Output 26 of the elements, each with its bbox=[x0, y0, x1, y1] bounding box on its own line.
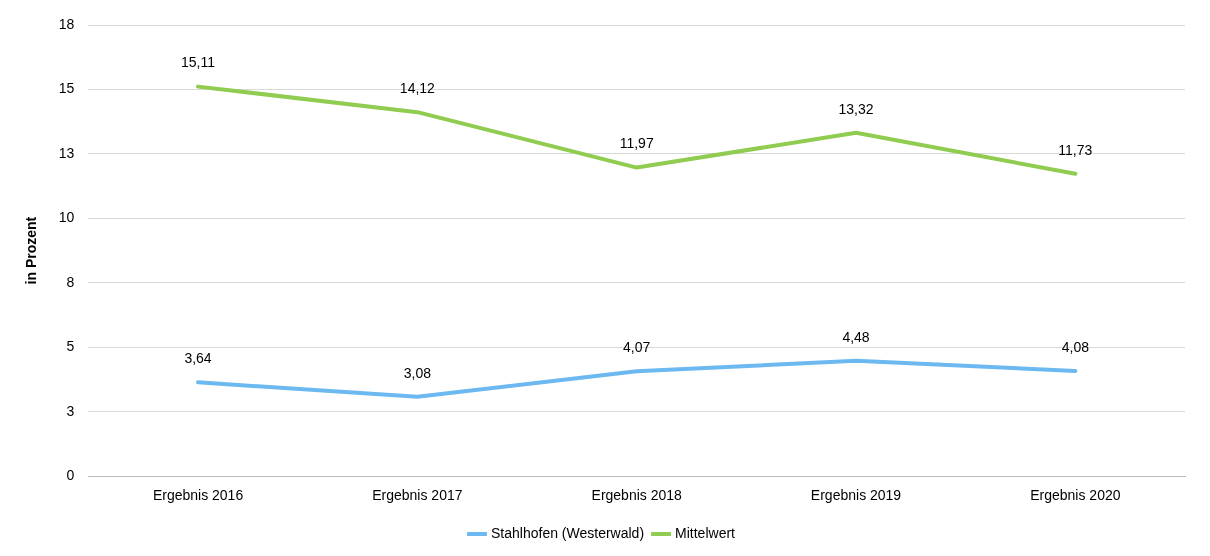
x-tick-label: Ergebnis 2017 bbox=[372, 487, 463, 504]
y-tick-label: 13 bbox=[58, 144, 75, 161]
legend-label: Stahlhofen (Westerwald) bbox=[491, 524, 645, 541]
y-tick-label: 5 bbox=[66, 338, 75, 355]
data-label: 15,11 bbox=[181, 54, 216, 71]
y-tick-label: 0 bbox=[66, 467, 75, 484]
x-tick-label: Ergebnis 2020 bbox=[1030, 487, 1121, 504]
y-tick-label: 8 bbox=[66, 273, 75, 290]
data-label: 4,07 bbox=[623, 339, 651, 356]
data-label: 4,48 bbox=[842, 328, 870, 345]
x-tick-label: Ergebnis 2016 bbox=[152, 487, 244, 504]
data-label: 11,97 bbox=[619, 135, 654, 152]
y-tick-label: 15 bbox=[58, 80, 75, 97]
data-label: 11,73 bbox=[1058, 141, 1093, 158]
x-tick-label: Ergebnis 2019 bbox=[810, 487, 902, 504]
data-label: 3,64 bbox=[184, 350, 212, 367]
y-tick-label: 10 bbox=[58, 209, 75, 226]
y-tick-label: 18 bbox=[58, 15, 75, 32]
y-axis-title: in Prozent bbox=[23, 216, 40, 285]
data-label: 14,12 bbox=[399, 80, 436, 97]
data-label: 13,32 bbox=[838, 100, 874, 117]
data-label: 4,08 bbox=[1061, 338, 1090, 355]
legend-label: Mittelwert bbox=[675, 524, 736, 541]
y-tick-label: 3 bbox=[66, 402, 75, 419]
x-tick-label: Ergebnis 2018 bbox=[591, 487, 683, 504]
data-label: 3,08 bbox=[403, 364, 432, 381]
